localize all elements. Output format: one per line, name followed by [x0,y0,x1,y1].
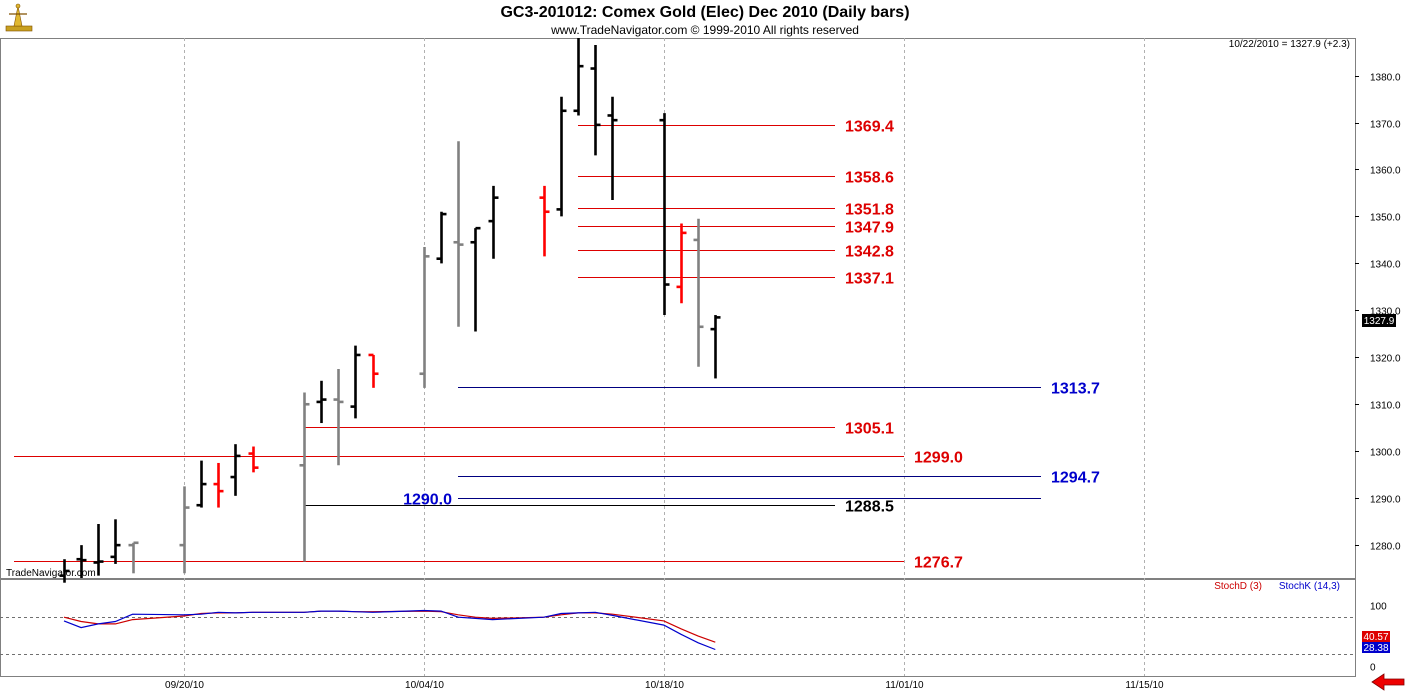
stochk-legend: StochK (14,3) [1279,581,1340,592]
y-tick-label: 1370.0 [1370,120,1401,131]
x-tick-label: 09/20/10 [165,680,204,691]
stoch-y-tick-label: 0 [1370,663,1376,674]
ohlc-bar [248,446,259,473]
level-label: 1351.8 [845,202,894,219]
level-label: 1276.7 [914,555,963,572]
chart-subtitle: www.TradeNavigator.com © 1999-2010 All r… [550,23,859,37]
stochd-last-box [1362,631,1390,642]
ohlc-bar [470,226,481,332]
y-tick-label: 1330.0 [1370,307,1401,318]
ohlc-bar [676,223,687,304]
stoch-y-tick-label: 100 [1370,602,1387,613]
y-tick-label: 1350.0 [1370,213,1401,224]
level-label: 1369.4 [845,119,894,136]
y-tick-label: 1380.0 [1370,73,1401,84]
ohlc-bar [368,353,379,388]
ohlc-bar [333,369,344,466]
level-label: 1305.1 [845,421,894,438]
ohlc-bar [573,38,584,116]
last-price-info: 10/22/2010 = 1327.9 (+2.3) [1229,39,1350,50]
x-tick-label: 11/01/10 [885,680,924,691]
ohlc-bar [59,559,70,583]
ohlc-bar [659,113,670,316]
y-tick-label: 1280.0 [1370,542,1401,553]
stochk-last-box [1362,642,1390,653]
level-label: 1358.6 [845,170,894,187]
ohlc-bar [110,519,121,564]
tradenavigator-logo-icon [5,3,33,32]
ohlc-bar [436,211,447,264]
scroll-left-arrow-icon[interactable] [1371,673,1405,691]
x-tick-label: 10/04/10 [405,680,444,691]
ohlc-bar [299,392,310,562]
ohlc-bar [213,462,224,508]
ohlc-bar [196,460,207,508]
y-tick-label: 1360.0 [1370,166,1401,177]
y-tick-label: 1340.0 [1370,260,1401,271]
y-tick-label: 1320.0 [1370,354,1401,365]
level-label: 1313.7 [1051,381,1100,398]
ohlc-bar [556,96,567,217]
last-price-box [1362,314,1396,327]
ohlc-bar [93,524,104,576]
ohlc-bar [453,141,464,327]
ohlc-bar [230,444,241,496]
stochk-last-label: 28.38 [1363,643,1388,654]
level-label: 1342.8 [845,244,894,261]
ohlc-bar [316,380,327,424]
price-pane-frame [0,38,1356,579]
x-tick-label: 11/15/10 [1125,680,1164,691]
ohlc-bar [607,96,618,200]
level-label: 1288.5 [845,499,894,516]
y-tick-label: 1310.0 [1370,401,1401,412]
ohlc-bar [710,315,721,379]
watermark-text: TradeNavigator.com [6,568,96,579]
ohlc-bar [539,185,550,257]
level-label: 1347.9 [845,220,894,237]
stochk-line [63,609,716,651]
chart-title: GC3-201012: Comex Gold (Elec) Dec 2010 (… [500,4,909,21]
stochd-last-label: 40.57 [1363,632,1388,643]
ohlc-bar [350,345,361,419]
ohlc-bar [590,45,601,156]
ohlc-bar [419,246,430,388]
last-price-label: 1327.9 [1364,316,1395,327]
ohlc-bar [488,185,499,259]
level-label: 1299.0 [914,450,963,467]
ohlc-bar [76,545,87,578]
y-tick-label: 1290.0 [1370,495,1401,506]
x-tick-label: 10/18/10 [645,680,684,691]
stochd-legend: StochD (3) [1214,581,1262,592]
level-label: 1290.0 [403,492,452,509]
indicator-pane-frame [0,579,1356,677]
y-tick-label: 1300.0 [1370,448,1401,459]
level-label: 1294.7 [1051,470,1100,487]
ohlc-bar [128,541,139,574]
level-label: 1337.1 [845,271,894,288]
ohlc-bar [693,218,704,367]
ohlc-bar [179,486,190,574]
